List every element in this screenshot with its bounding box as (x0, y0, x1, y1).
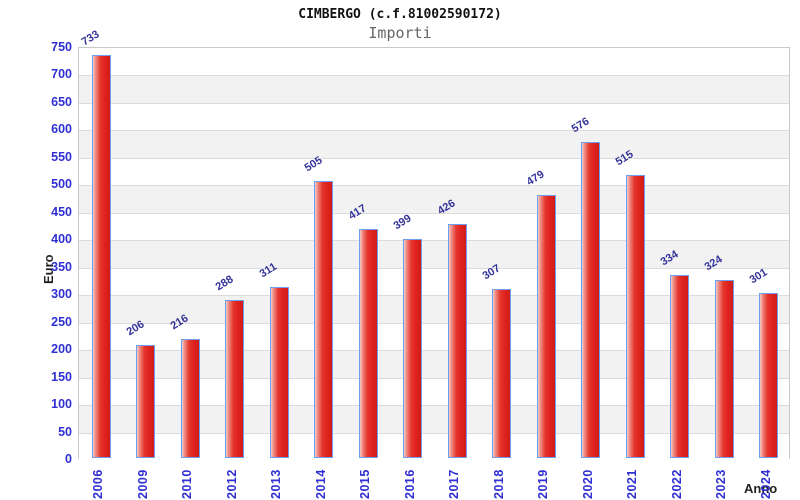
chart-subtitle: Importi (368, 24, 432, 42)
x-tick-label: 2012 (224, 469, 239, 499)
x-tick-label: 2013 (269, 469, 284, 499)
gridline (79, 405, 789, 407)
bar-2024 (759, 292, 779, 458)
bar-2016 (403, 238, 423, 458)
gridline (79, 267, 789, 269)
bar-2015 (358, 228, 378, 458)
y-tick-label: 450 (51, 204, 72, 219)
y-tick-label: 300 (51, 287, 72, 302)
y-tick-label: 650 (51, 94, 72, 109)
gridline (79, 212, 789, 214)
gridline (79, 75, 789, 77)
y-tick-label: 500 (51, 177, 72, 192)
chart-title: CIMBERGO (c.f.81002590172) (298, 7, 502, 22)
bar-2006 (91, 55, 111, 458)
plot-band (79, 185, 789, 213)
x-tick-label: 2020 (580, 469, 595, 499)
x-tick-label: 2016 (402, 469, 417, 499)
plot-band (79, 48, 789, 76)
gridline (79, 432, 789, 434)
x-tick-label: 2019 (536, 469, 551, 499)
y-tick-label: 200 (51, 342, 72, 357)
y-tick-label: 100 (51, 397, 72, 412)
plot-band (79, 212, 789, 241)
gridline (79, 240, 789, 242)
plot-band (79, 102, 789, 131)
x-tick-label: 2022 (669, 469, 684, 499)
x-tick-label: 2018 (491, 469, 506, 499)
plot-area (78, 47, 790, 460)
plot-band (79, 157, 789, 186)
x-tick-label: 2006 (91, 469, 106, 499)
x-tick-label: 2023 (714, 469, 729, 499)
bar-2019 (536, 194, 556, 458)
bar-2021 (625, 175, 645, 458)
plot-band (79, 240, 789, 268)
x-tick-label: 2010 (180, 469, 195, 499)
plot-band (79, 130, 789, 158)
gridline (79, 350, 789, 352)
x-tick-label: 2009 (135, 469, 150, 499)
y-tick-label: 250 (51, 314, 72, 329)
y-tick-label: 50 (58, 424, 72, 439)
x-axis-title: Anno (744, 481, 778, 496)
gridline (79, 130, 789, 132)
x-tick-label: 2017 (447, 469, 462, 499)
gridline (79, 157, 789, 159)
gridline (79, 322, 789, 324)
bar-2010 (180, 339, 200, 458)
gridline (79, 102, 789, 104)
y-tick-label: 700 (51, 67, 72, 82)
bar-2023 (714, 280, 734, 458)
bar-2014 (314, 180, 334, 458)
bar-2009 (136, 344, 156, 458)
plot-band (79, 75, 789, 103)
gridline (79, 295, 789, 297)
bar-2018 (492, 289, 512, 458)
gridline (79, 377, 789, 379)
gridline (79, 185, 789, 187)
y-tick-label: 0 (65, 452, 72, 466)
x-tick-label: 2024 (758, 469, 773, 499)
bar-2022 (670, 274, 690, 458)
y-tick-label: 150 (51, 369, 72, 384)
y-tick-label: 750 (51, 40, 72, 54)
y-tick-label: 400 (51, 232, 72, 247)
y-tick-label: 350 (51, 259, 72, 274)
x-tick-label: 2014 (313, 469, 328, 499)
bar-2020 (581, 141, 601, 458)
bar-2013 (269, 287, 289, 458)
bar-2017 (447, 223, 467, 458)
x-tick-label: 2021 (625, 469, 640, 499)
y-tick-label: 550 (51, 149, 72, 164)
x-tick-label: 2015 (358, 469, 373, 499)
bar-2012 (225, 299, 245, 458)
y-tick-label: 600 (51, 122, 72, 137)
